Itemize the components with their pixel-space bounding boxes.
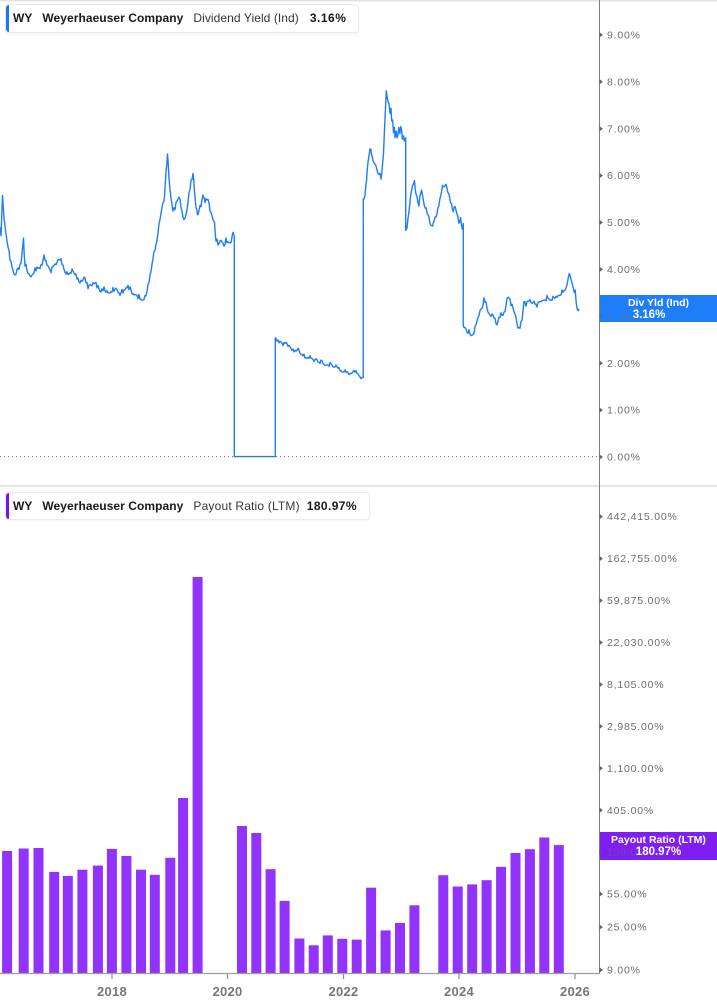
svg-text:1,100.00%: 1,100.00%: [607, 763, 664, 775]
svg-text:2020: 2020: [212, 984, 242, 999]
svg-text:2024: 2024: [444, 984, 475, 999]
svg-text:442,415.00%: 442,415.00%: [607, 511, 678, 523]
svg-text:1.00%: 1.00%: [607, 405, 641, 417]
svg-text:162,755.00%: 162,755.00%: [607, 553, 678, 565]
svg-text:8.00%: 8.00%: [607, 76, 641, 88]
svg-text:9.00%: 9.00%: [607, 965, 641, 977]
svg-text:2022: 2022: [328, 984, 358, 999]
svg-text:4.00%: 4.00%: [607, 264, 641, 276]
svg-text:7.00%: 7.00%: [607, 123, 641, 135]
svg-text:8,105.00%: 8,105.00%: [607, 679, 664, 691]
svg-text:25.00%: 25.00%: [607, 922, 647, 934]
svg-text:0.00%: 0.00%: [607, 452, 641, 464]
svg-text:5.00%: 5.00%: [607, 217, 641, 229]
svg-text:6.00%: 6.00%: [607, 170, 641, 182]
svg-text:2018: 2018: [97, 984, 127, 999]
svg-text:9.00%: 9.00%: [607, 30, 641, 42]
svg-text:2,985.00%: 2,985.00%: [607, 721, 664, 733]
svg-text:2026: 2026: [560, 984, 590, 999]
svg-text:55.00%: 55.00%: [607, 889, 647, 901]
svg-text:59,875.00%: 59,875.00%: [607, 595, 671, 607]
svg-text:2.00%: 2.00%: [607, 358, 641, 370]
svg-text:405.00%: 405.00%: [607, 805, 654, 817]
svg-text:22,030.00%: 22,030.00%: [607, 637, 671, 649]
